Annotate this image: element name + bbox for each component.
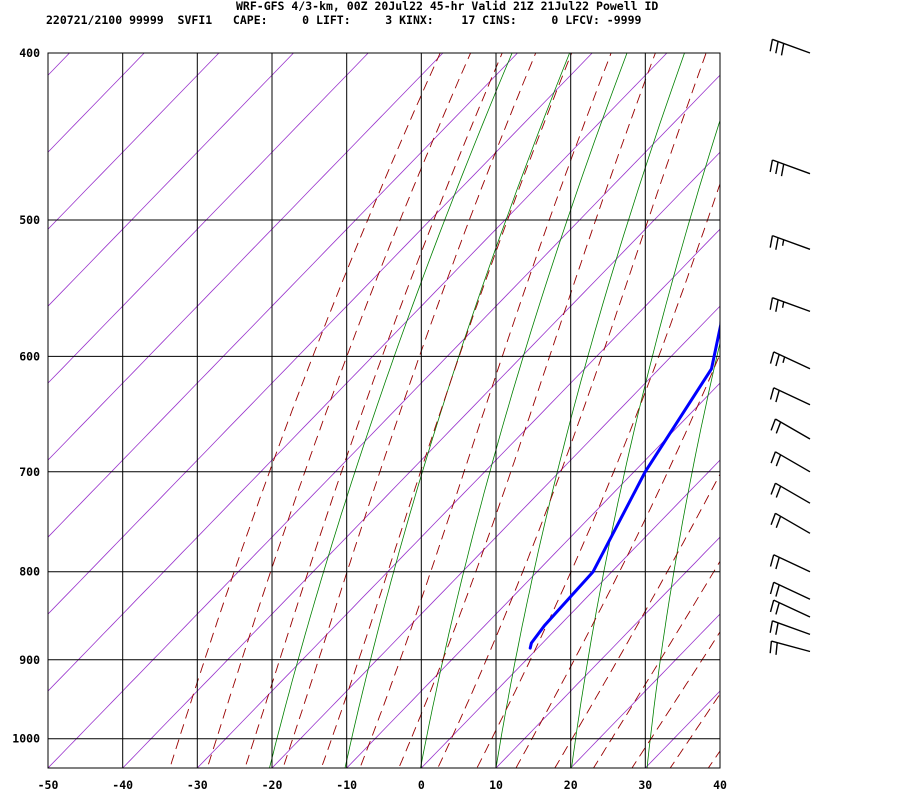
plot-frame [47,52,721,769]
barb-staff [772,234,811,250]
barb-staff [773,581,811,600]
wind-barb [769,297,811,313]
y-tick-label: 600 [19,349,40,363]
barb-flag [769,641,773,654]
wind-barb [769,351,811,370]
barb-flag [770,451,777,464]
isotherm-line [495,536,720,768]
wind-barb [770,451,811,473]
chart-subtitle: 220721/2100 99999 SVFI1 CAPE: 0 LIFT: 3 … [46,13,642,27]
barb-flag [775,454,782,467]
barb-flag [775,516,782,528]
barb-flag [769,39,774,52]
barb-flag [775,642,778,655]
barb-flag [769,351,775,364]
isotherm-line [48,53,444,461]
barb-staff [772,297,811,313]
x-tick-label: -20 [262,778,283,792]
moist-adiabat-line [631,631,720,768]
isotherm-line [570,613,720,768]
barb-flag [770,513,777,525]
isotherm-line [48,53,369,384]
x-tick-label: 0 [418,778,425,792]
barb-flag [780,43,785,56]
barb-flag [780,163,785,177]
isotherm-line [829,0,900,800]
x-tick-label: -50 [38,778,59,792]
barb-flag [775,602,780,615]
moist-adiabat-line [592,560,720,768]
isotherm-line [48,53,145,153]
moist-adiabat-line [717,0,900,800]
moist-adiabat-line [669,693,720,768]
y-tick-labels: 400 500 600 700 800 900 1000 [12,46,40,746]
x-tick-label: -30 [187,778,208,792]
dry-adiabat-line [720,0,900,800]
wind-barb [770,482,811,504]
wind-barb [769,620,811,636]
wind-barb [770,418,811,440]
barb-flag [770,482,777,495]
y-tick-label: 500 [19,213,40,227]
barb-flag [769,582,775,595]
wind-barbs [769,38,811,655]
barb-flag [775,354,780,367]
x-tick-label: 20 [564,778,578,792]
barb-flag [770,418,777,431]
barb-flag [775,421,782,434]
y-tick-label: 700 [19,465,40,479]
barb-flag [775,161,779,175]
wind-barb [769,554,811,573]
barb-flag [769,387,775,400]
barb-staff [772,38,811,54]
barb-half-flag [781,239,785,246]
dry-adiabat-line [796,0,900,800]
wind-barb [769,599,811,618]
series-layer [528,311,720,650]
profile-line-2 [528,311,720,650]
barb-flag [775,299,779,312]
x-tick-label: -10 [336,778,357,792]
wind-barb [769,159,811,177]
barb-staff [773,599,811,618]
barb-flag [769,235,774,248]
isotherm-line [644,690,720,768]
isotherm-line [48,53,295,307]
barb-flag [775,237,779,250]
wind-barb [769,38,811,56]
y-tick-label: 800 [19,565,40,579]
wind-barb [769,640,811,655]
barb-flag [775,41,779,54]
y-tick-label: 900 [19,653,40,667]
y-tick-label: 400 [19,46,40,60]
plot-background [48,53,720,768]
barb-half-flag [782,356,786,363]
x-tick-label: 40 [713,778,727,792]
x-tick-label: -40 [112,778,133,792]
barb-flag [769,599,775,613]
moist-adiabat-line [554,473,720,768]
wind-barb [769,387,811,406]
barb-flag [769,297,774,310]
barb-flag [769,554,775,567]
x-tick-label: 10 [489,778,503,792]
x-tick-labels: -50 -40 -30 -20 -10 0 10 20 30 40 [38,778,727,792]
isotherm-line [48,53,220,230]
barb-flag [775,557,780,570]
wind-barb [770,512,811,534]
barb-flag [775,485,782,498]
barb-flag [775,390,780,403]
barb-flag [769,159,774,173]
wind-barb [769,581,811,600]
barb-flag [775,622,779,635]
chart-title: WRF-GFS 4/3-km, 00Z 20Jul22 45-hr Valid … [236,0,659,13]
barb-flag [775,584,780,597]
barb-half-flag [781,301,785,308]
x-tick-label: 30 [638,778,652,792]
dry-adiabat-line [873,0,900,800]
y-tick-label: 1000 [12,732,40,746]
barb-flag [769,620,774,633]
wind-barb [769,234,811,250]
